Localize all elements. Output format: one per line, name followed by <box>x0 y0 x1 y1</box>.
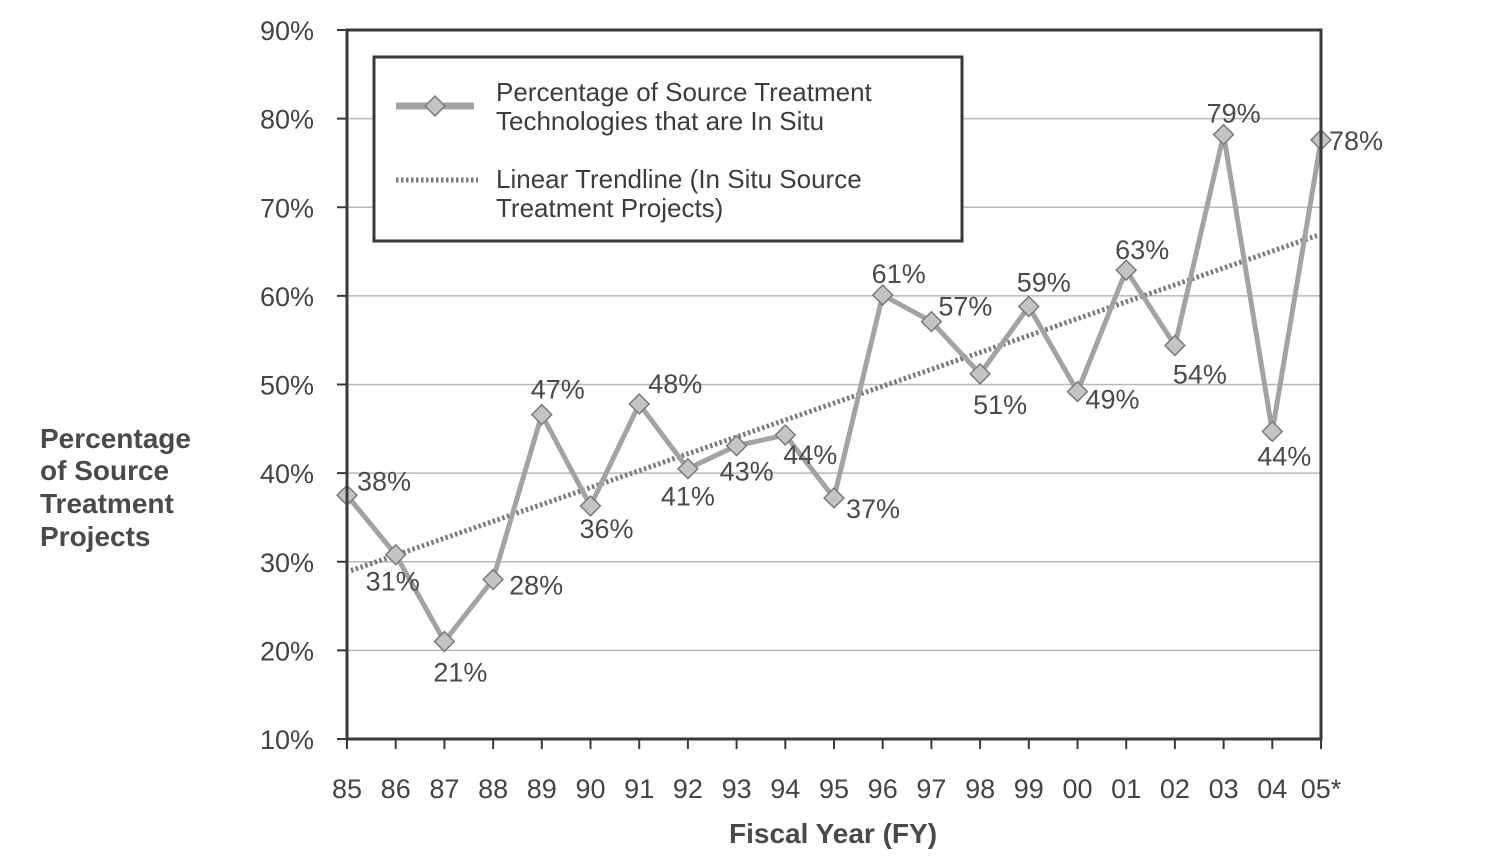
legend-series-label-line2: Technologies that are In Situ <box>496 106 824 136</box>
data-label: 48% <box>648 369 702 399</box>
x-tick-label: 92 <box>673 774 703 804</box>
x-tick-label: 89 <box>527 774 557 804</box>
x-tick-label: 97 <box>916 774 946 804</box>
data-label: 51% <box>973 390 1027 420</box>
y-tick-label: 80% <box>260 105 314 135</box>
data-point-marker <box>823 486 845 509</box>
x-tick-label: 95 <box>819 774 849 804</box>
x-axis-ticks: 85 86 87 88 89 90 91 92 93 94 95 96 97 98 99 00 01 02 03 04… <box>332 739 1342 804</box>
legend-series-label-line1: Percentage of Source Treatment <box>496 77 873 107</box>
x-tick-label: 88 <box>478 774 508 804</box>
y-tick-label: 90% <box>260 16 314 46</box>
x-tick-label: 02 <box>1160 774 1190 804</box>
trendline <box>350 233 1318 573</box>
x-axis-title: Fiscal Year (FY) <box>729 818 937 849</box>
y-axis-title-line1: Percentage <box>40 423 191 454</box>
data-point-marker <box>628 393 651 415</box>
y-tick-label: 50% <box>260 371 314 401</box>
y-axis-ticks: 10% 20% 30% 40% 50% 60% 70% 80% 90% <box>260 16 347 755</box>
data-point-marker <box>1066 380 1089 403</box>
data-label: 47% <box>531 375 585 405</box>
x-tick-label: 99 <box>1014 774 1044 804</box>
legend-diamond-marker <box>424 95 446 117</box>
data-point-marker <box>1163 334 1186 357</box>
data-label: 37% <box>846 494 900 524</box>
y-axis-title-line4: Projects <box>40 521 151 552</box>
data-point-marker <box>871 284 894 306</box>
data-label: 59% <box>1017 268 1071 298</box>
data-labels: 38% 31% 21% 28% 47% 36% 48% 41%43% 44% 37% 61% 57% 5… <box>357 99 1383 688</box>
data-label: 78% <box>1329 126 1383 156</box>
x-tick-label: 87 <box>429 774 459 804</box>
x-tick-label: 93 <box>722 774 752 804</box>
y-tick-label: 60% <box>260 282 314 312</box>
x-tick-label: 96 <box>868 774 898 804</box>
data-point-marker <box>579 494 602 517</box>
data-point-marker <box>676 457 699 480</box>
data-point-marker <box>1115 259 1138 282</box>
data-label: 41% <box>661 482 715 512</box>
data-label: 28% <box>509 570 563 600</box>
data-label: 57% <box>938 292 992 322</box>
data-point-marker <box>1212 123 1235 146</box>
legend-box <box>372 55 964 243</box>
data-label: 38% <box>357 466 411 496</box>
y-axis-title-line3: Treatment <box>40 488 174 519</box>
x-tick-label: 00 <box>1062 774 1092 804</box>
x-tick-label: 04 <box>1257 774 1287 804</box>
x-tick-label: 03 <box>1209 774 1239 804</box>
data-point-marker <box>384 543 407 566</box>
x-tick-label: 94 <box>770 774 800 804</box>
data-label: 31% <box>366 567 420 597</box>
data-label: 49% <box>1086 385 1140 415</box>
legend-trendline-label-line1: Linear Trendline (In Situ Source <box>496 164 862 194</box>
data-label: 44% <box>783 440 837 470</box>
data-point-marker <box>530 403 553 426</box>
data-point-marker <box>725 434 748 457</box>
legend: Percentage of Source Treatment Technolog… <box>372 55 964 243</box>
data-label: 44% <box>1257 441 1311 471</box>
y-axis-title: Percentage of Source Treatment Projects <box>40 423 191 552</box>
data-point-marker <box>1261 420 1284 443</box>
series-group <box>336 123 1332 653</box>
data-point-marker <box>969 362 992 385</box>
y-tick-label: 40% <box>260 459 314 489</box>
x-tick-label: 98 <box>965 774 995 804</box>
data-point-marker <box>774 424 797 446</box>
data-label: 54% <box>1173 360 1227 390</box>
x-tick-label: 90 <box>575 774 605 804</box>
data-label: 43% <box>720 457 774 487</box>
y-axis-title-line2: of Source <box>40 455 169 486</box>
legend-trendline-label-line2: Treatment Projects) <box>496 193 723 223</box>
data-label: 79% <box>1207 99 1261 129</box>
data-label: 61% <box>872 259 926 289</box>
x-tick-label: 01 <box>1111 774 1141 804</box>
x-tick-label: 05* <box>1301 774 1342 804</box>
y-tick-label: 10% <box>260 725 314 755</box>
x-tick-label: 86 <box>381 774 411 804</box>
y-tick-label: 20% <box>260 636 314 666</box>
data-label: 21% <box>433 658 487 688</box>
trendline-group <box>350 233 1318 573</box>
data-point-marker <box>920 310 943 333</box>
data-point-marker <box>433 630 456 653</box>
y-tick-label: 70% <box>260 193 314 223</box>
x-tick-label: 91 <box>624 774 654 804</box>
y-tick-label: 30% <box>260 548 314 578</box>
data-label: 63% <box>1115 235 1169 265</box>
data-point-marker <box>482 568 505 591</box>
x-tick-label: 85 <box>332 774 362 804</box>
data-label: 36% <box>579 514 633 544</box>
data-point-marker <box>1017 295 1040 318</box>
